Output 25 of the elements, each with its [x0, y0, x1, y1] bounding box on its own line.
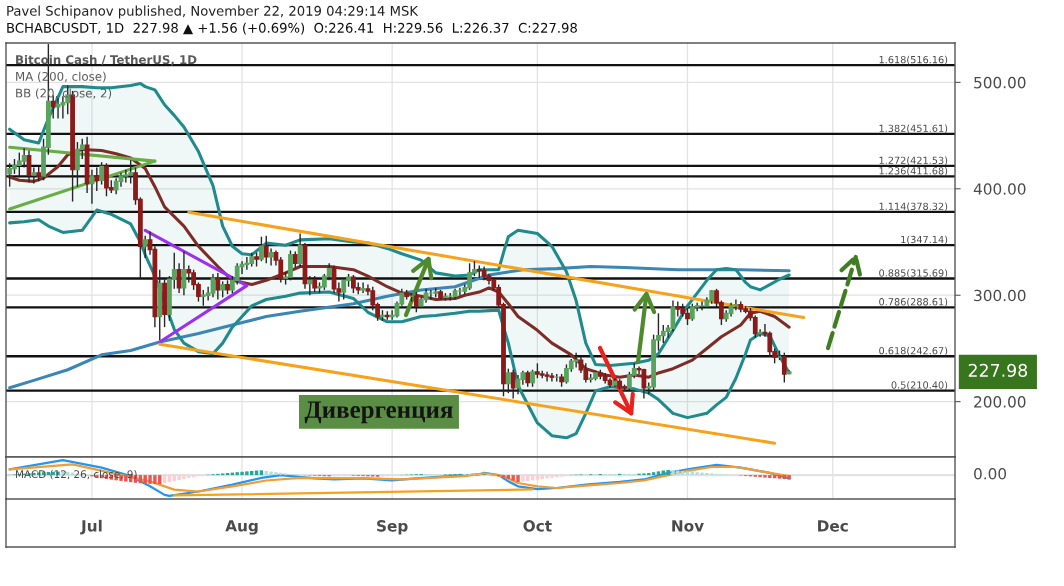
text: 227.98 — [968, 363, 1028, 377]
text: 0.00 — [974, 467, 1007, 480]
ref-line-label: 1.114(378.32) — [879, 202, 948, 212]
y-tick-label: 200.00 — [974, 396, 1026, 408]
x-tick-label: Aug — [225, 520, 258, 535]
annotation: Дивергенция — [304, 401, 453, 424]
y-tick-label: 400.00 — [973, 183, 1026, 195]
ref-line-label: 1(347.14) — [901, 235, 948, 245]
ref-line-label: 0.618(242.67) — [879, 346, 948, 356]
x-tick-label: Nov — [672, 520, 704, 532]
ref-line-label: 0.885(315.69) — [879, 269, 948, 278]
ref-line-label: 1.272(421.53) — [879, 156, 948, 166]
x-tick-label: Jul — [80, 519, 102, 535]
y-tick-label: 300.00 — [974, 289, 1026, 302]
ref-line-label: 1.236(411.68) — [879, 166, 948, 176]
ref-line-label: 1.618(516.16) — [879, 55, 948, 65]
y-tick-label: 500.00 — [974, 76, 1026, 89]
chart-title: Pavel Schipanov published, November 22, 2019 04:29:14 MSK — [7, 5, 419, 19]
x-tick-label: Sep — [377, 520, 408, 535]
x-tick-label: Oct — [523, 520, 552, 532]
chart-subtitle: BCHABCUSDT, 1D 227.98 ▲ +1.56 (+0.69%) O:226.41 H:229.56 L:226.37 C:227.98 — [7, 22, 577, 35]
ref-line-label: 0.5(210.40) — [891, 381, 948, 390]
ref-line-label: 0.786(288.61) — [879, 297, 948, 307]
ref-line-label: 1.382(451.61) — [879, 124, 948, 134]
x-tick-label: Dec — [818, 520, 848, 532]
